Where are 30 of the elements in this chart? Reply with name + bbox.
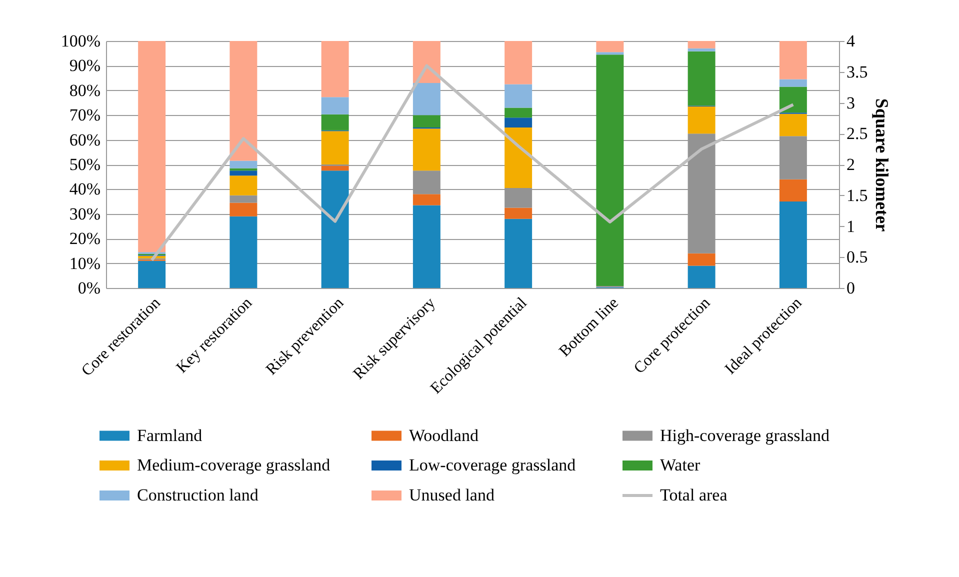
y2-tick-label: 4 — [846, 32, 856, 50]
y2-tick-label: 2 — [846, 155, 855, 174]
y2-tick-label: 3.5 — [846, 62, 868, 82]
y2-tick-label: 2.5 — [846, 124, 868, 144]
y-tick-label: 60% — [69, 130, 100, 150]
y-tick-label: 90% — [69, 56, 100, 76]
y2-tick-label: 1 — [846, 216, 855, 236]
y2-axis-title: Square kilometer — [872, 98, 892, 232]
y-tick-label: 100% — [60, 32, 100, 50]
y-tick-label: 50% — [69, 155, 100, 174]
y2-tick-label: 0.5 — [846, 248, 868, 267]
legend-label: Farmland — [137, 426, 203, 445]
legend-label: High-coverage grassland — [660, 426, 830, 445]
legend-label: Total area — [660, 486, 728, 504]
legend-label: Unused land — [409, 486, 495, 504]
legend-label: Woodland — [409, 426, 479, 445]
legend-label: Construction land — [137, 486, 259, 504]
y-tick-label: 80% — [69, 80, 100, 100]
y2-tick-label: 3 — [846, 93, 855, 112]
legend-label: Water — [660, 456, 700, 474]
y2-tick-label: 0 — [846, 278, 855, 298]
legend-label: Low-coverage grassland — [409, 456, 576, 474]
y-tick-label: 70% — [69, 106, 100, 125]
y-tick-label: 10% — [69, 254, 100, 273]
legend-label: Medium-coverage grassland — [137, 456, 331, 474]
y2-tick-label: 1.5 — [846, 186, 868, 205]
y-tick-label: 20% — [69, 229, 100, 248]
y-tick-label: 40% — [69, 180, 100, 199]
y-tick-label: 30% — [69, 204, 100, 224]
y-tick-label: 0% — [78, 278, 100, 298]
